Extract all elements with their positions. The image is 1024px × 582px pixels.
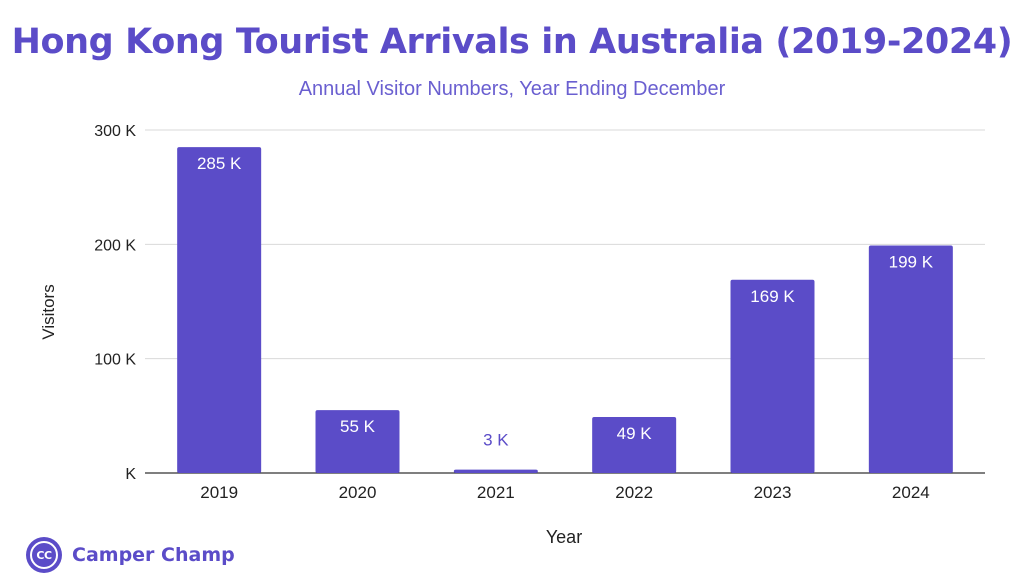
data-label: 55 K bbox=[340, 417, 376, 436]
y-tick-label: 200 K bbox=[94, 237, 136, 254]
x-tick-label: 2021 bbox=[477, 483, 515, 502]
x-tick-label: 2022 bbox=[615, 483, 653, 502]
y-tick-label: 300 K bbox=[94, 123, 136, 140]
data-label: 49 K bbox=[617, 424, 653, 443]
x-tick-label: 2023 bbox=[754, 483, 792, 502]
bar bbox=[453, 469, 538, 473]
chart-title: Hong Kong Tourist Arrivals in Australia … bbox=[11, 22, 1013, 62]
x-tick-label: 2024 bbox=[892, 483, 930, 502]
x-axis-title: Year bbox=[546, 527, 582, 547]
x-tick-label: 2019 bbox=[200, 483, 238, 502]
bar bbox=[315, 410, 400, 473]
camper-champ-logo-icon: CC bbox=[26, 537, 62, 573]
y-axis-title: Visitors bbox=[39, 284, 58, 339]
x-tick-label: 2020 bbox=[339, 483, 377, 502]
data-label: 169 K bbox=[750, 287, 795, 306]
chart-subtitle: Annual Visitor Numbers, Year Ending Dece… bbox=[298, 78, 726, 100]
brand: CC Camper Champ bbox=[26, 536, 235, 574]
bar bbox=[868, 245, 953, 473]
data-label: 199 K bbox=[889, 252, 934, 271]
brand-logo-text: CC bbox=[30, 541, 58, 569]
data-label: 285 K bbox=[197, 154, 242, 173]
y-tick-label: K bbox=[125, 466, 136, 483]
bar bbox=[592, 416, 677, 473]
brand-name: Camper Champ bbox=[72, 544, 235, 566]
y-tick-label: 100 K bbox=[94, 352, 136, 369]
bar bbox=[177, 147, 262, 473]
bar bbox=[730, 279, 815, 473]
data-label: 3 K bbox=[483, 431, 509, 450]
